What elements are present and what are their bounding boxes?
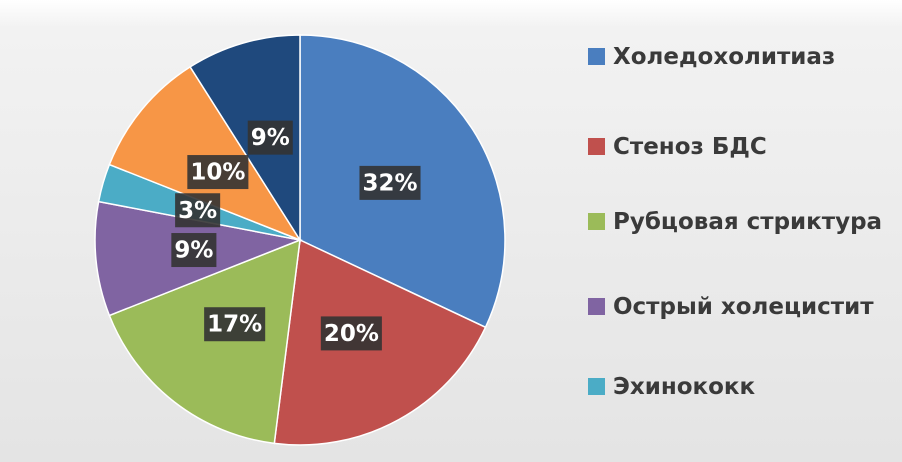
data-label: 9% bbox=[247, 120, 293, 155]
legend-label: Эхинококк bbox=[613, 374, 756, 400]
data-label-box bbox=[175, 193, 221, 228]
data-label: 20% bbox=[320, 316, 382, 351]
data-label-text: 3% bbox=[178, 198, 217, 224]
data-label: 9% bbox=[171, 233, 217, 268]
legend-item: Острый холецистит bbox=[588, 290, 893, 324]
data-label: 32% bbox=[359, 165, 421, 200]
legend-label: Холедохолитиаз bbox=[613, 44, 836, 70]
legend-swatch bbox=[588, 213, 605, 230]
data-label-box bbox=[171, 233, 217, 268]
data-label-text: 9% bbox=[174, 238, 213, 264]
legend-label: Острый холецистит bbox=[613, 294, 874, 320]
legend-label: Рубцовая стриктура bbox=[613, 209, 883, 235]
data-label-box bbox=[359, 165, 421, 200]
data-label-box bbox=[320, 316, 382, 351]
data-label: 3% bbox=[175, 193, 221, 228]
data-label-text: 17% bbox=[207, 312, 262, 338]
legend-item: Холедохолитиаз bbox=[588, 40, 893, 74]
pie-slice bbox=[189, 34, 301, 243]
data-label-text: 9% bbox=[251, 125, 290, 151]
pie-slice bbox=[108, 238, 301, 445]
data-label-box bbox=[187, 155, 249, 190]
data-label: 17% bbox=[204, 307, 266, 342]
data-label-box bbox=[204, 307, 266, 342]
legend-swatch bbox=[588, 378, 605, 395]
legend-swatch bbox=[588, 48, 605, 65]
legend-item: Эхинококк bbox=[588, 370, 893, 404]
legend-label: Стеноз БДС bbox=[613, 134, 767, 160]
data-label-text: 32% bbox=[362, 170, 417, 196]
legend-item: Стеноз БДС bbox=[588, 130, 893, 164]
data-label: 10% bbox=[187, 155, 249, 190]
legend-swatch bbox=[588, 298, 605, 315]
data-label-box bbox=[247, 120, 293, 155]
legend-item: Рубцовая стриктура bbox=[588, 205, 893, 239]
legend-swatch bbox=[588, 138, 605, 155]
data-label-text: 20% bbox=[324, 321, 379, 347]
pie-slice bbox=[108, 65, 302, 242]
data-label-text: 10% bbox=[190, 160, 245, 186]
